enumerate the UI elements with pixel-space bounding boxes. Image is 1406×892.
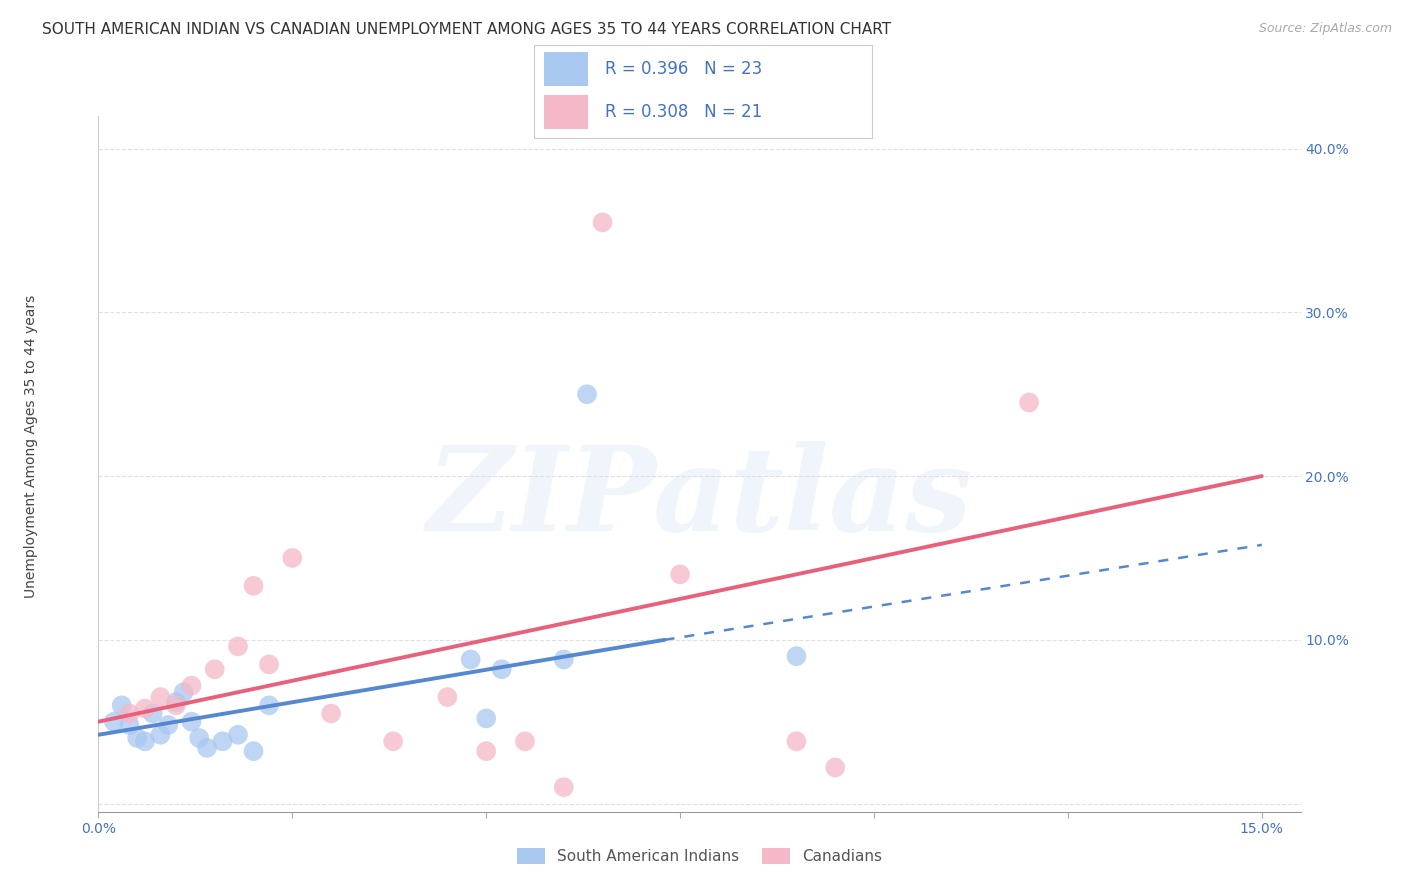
Point <box>382 734 405 748</box>
Point <box>118 718 141 732</box>
Point <box>475 711 498 725</box>
Point <box>226 728 249 742</box>
Point <box>180 714 202 729</box>
Point <box>257 657 280 672</box>
Point <box>127 731 149 745</box>
Point <box>242 579 264 593</box>
Point <box>491 662 513 676</box>
Point <box>576 387 599 401</box>
Point <box>226 640 249 654</box>
Legend: South American Indians, Canadians: South American Indians, Canadians <box>512 842 887 871</box>
Point <box>211 734 233 748</box>
Point <box>592 215 614 229</box>
Text: R = 0.308   N = 21: R = 0.308 N = 21 <box>605 103 762 121</box>
Point <box>149 728 172 742</box>
Text: ZIPatlas: ZIPatlas <box>426 442 973 556</box>
Point <box>281 551 304 566</box>
Bar <box>544 95 588 129</box>
Text: R = 0.396   N = 23: R = 0.396 N = 23 <box>605 60 762 78</box>
Point <box>180 679 202 693</box>
Text: Unemployment Among Ages 35 to 44 years: Unemployment Among Ages 35 to 44 years <box>24 294 38 598</box>
Point <box>142 706 165 721</box>
Point <box>1018 395 1040 409</box>
Point <box>111 698 134 713</box>
Point <box>165 698 187 713</box>
Point <box>134 734 156 748</box>
Point <box>134 701 156 715</box>
Point <box>149 690 172 705</box>
Point <box>513 734 536 748</box>
Bar <box>544 52 588 86</box>
Point <box>436 690 458 705</box>
Point <box>173 685 195 699</box>
Point <box>553 780 575 794</box>
Point <box>824 760 846 774</box>
Point <box>669 567 692 582</box>
Text: SOUTH AMERICAN INDIAN VS CANADIAN UNEMPLOYMENT AMONG AGES 35 TO 44 YEARS CORRELA: SOUTH AMERICAN INDIAN VS CANADIAN UNEMPL… <box>42 22 891 37</box>
Text: Source: ZipAtlas.com: Source: ZipAtlas.com <box>1258 22 1392 36</box>
Point <box>319 706 342 721</box>
Point <box>204 662 226 676</box>
Point <box>785 734 807 748</box>
Point <box>118 706 141 721</box>
Point <box>475 744 498 758</box>
Point <box>157 718 180 732</box>
Point <box>785 649 807 664</box>
Point <box>553 652 575 666</box>
Point <box>188 731 211 745</box>
Point <box>460 652 482 666</box>
Point <box>242 744 264 758</box>
Point <box>165 695 187 709</box>
Point <box>195 740 218 755</box>
Point <box>103 714 125 729</box>
Point <box>257 698 280 713</box>
